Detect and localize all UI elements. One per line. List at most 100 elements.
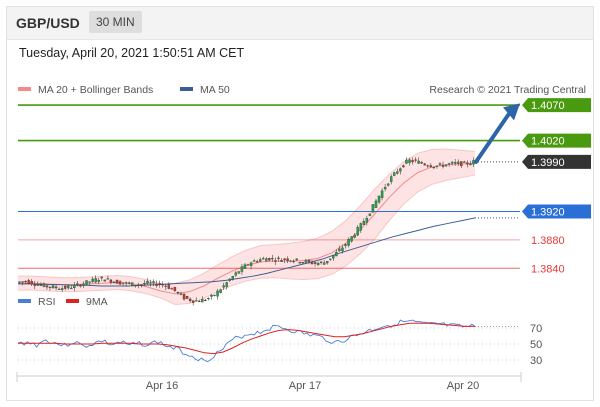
rsi-tick-0: 70: [530, 323, 542, 335]
candle-body: [191, 300, 195, 303]
candle-body: [469, 163, 472, 166]
candle-body: [51, 285, 55, 289]
legend-label-1: MA 50: [200, 84, 230, 96]
candle-body: [338, 248, 341, 252]
candle-body: [319, 261, 323, 263]
timestamp: Tuesday, April 20, 2021 1:50:51 AM CET: [19, 46, 245, 60]
legend-swatch-0: [18, 87, 31, 91]
price-tag-4: 1.3880: [531, 235, 565, 247]
x-tick-0: Apr 16: [146, 380, 178, 392]
candle-body: [271, 258, 274, 260]
candle-body: [396, 171, 399, 174]
candle-body: [118, 281, 122, 285]
timeframe-badge[interactable]: 30 MIN: [89, 11, 142, 33]
candle-body: [100, 276, 103, 279]
candle-body: [377, 195, 381, 203]
candle-body: [39, 284, 43, 286]
candle-body: [249, 262, 253, 266]
candle-body: [76, 283, 79, 285]
candle-body: [411, 160, 414, 163]
candle-body: [134, 285, 137, 287]
candle-body: [222, 285, 225, 288]
candle-body: [353, 234, 356, 238]
candle-body: [268, 257, 271, 261]
candle-body: [368, 213, 372, 216]
candle-body: [420, 162, 423, 164]
price-tag-1: 1.4020: [531, 136, 565, 148]
forecast-arrow-head: [503, 103, 520, 121]
candle-body: [79, 284, 82, 287]
candle-body: [292, 260, 295, 263]
candle-body: [240, 266, 244, 272]
candle-body: [289, 260, 292, 262]
candle-body: [457, 161, 460, 164]
candle-body: [277, 257, 280, 259]
candle-body: [326, 261, 329, 264]
candle-body: [237, 271, 241, 274]
candle-body: [313, 262, 317, 264]
candle-body: [408, 159, 411, 163]
candle-body: [286, 258, 289, 261]
candle-body: [18, 281, 21, 283]
candle-body: [383, 186, 387, 190]
candle-body: [246, 264, 250, 266]
candle-body: [405, 159, 408, 164]
candle-body: [265, 258, 268, 262]
candle-body: [243, 264, 247, 269]
price-tag-0: 1.4070: [531, 100, 565, 112]
candle-body: [112, 281, 116, 283]
candle-body: [463, 161, 466, 163]
candle-body: [57, 288, 61, 290]
candle-body: [258, 259, 262, 262]
candle-body: [24, 280, 27, 283]
candle-body: [210, 294, 213, 297]
candle-body: [176, 292, 180, 294]
candle-body: [444, 164, 448, 167]
candle-body: [213, 294, 216, 296]
candle-body: [359, 223, 362, 231]
candle-body: [94, 278, 97, 283]
candle-body: [414, 159, 417, 161]
candle-body: [350, 236, 353, 242]
candle-body: [466, 162, 469, 165]
candle-body: [316, 262, 320, 266]
candle-body: [149, 282, 152, 284]
candle-body: [121, 282, 125, 284]
chart-header: GBP/USD 30 MIN: [7, 7, 593, 40]
candle-body: [234, 272, 238, 276]
candle-body: [329, 258, 332, 260]
candle-body: [460, 161, 463, 167]
candle-body: [137, 284, 140, 286]
candle-body: [131, 282, 134, 286]
rsi-tick-1: 50: [530, 339, 542, 351]
candle-body: [347, 239, 350, 246]
candle-body: [140, 284, 143, 286]
candle-body: [185, 295, 189, 299]
candle-body: [393, 172, 396, 176]
candle-body: [307, 260, 311, 262]
candle-body: [255, 261, 259, 263]
candle-body: [441, 164, 445, 167]
candle-body: [109, 279, 113, 283]
candle-body: [152, 281, 155, 284]
candle-body: [201, 299, 204, 303]
candle-body: [195, 300, 198, 302]
candle-body: [60, 288, 64, 290]
candle-body: [167, 284, 171, 289]
candle-body: [85, 280, 88, 285]
candle-body: [332, 255, 335, 259]
candle-body: [97, 280, 100, 282]
candle-body: [21, 281, 24, 283]
candle-body: [374, 200, 378, 208]
candle-body: [295, 258, 298, 261]
x-tick-1: Apr 17: [289, 380, 321, 392]
rsi-tick-2: 30: [530, 355, 542, 367]
candle-body: [36, 284, 40, 286]
price-tag-bg-1: [522, 133, 591, 148]
candle-body: [103, 279, 107, 282]
price-tag-bg-3: [522, 204, 591, 219]
candle-body: [262, 258, 265, 260]
ma20-line: [18, 162, 476, 295]
candle-body: [423, 163, 426, 166]
